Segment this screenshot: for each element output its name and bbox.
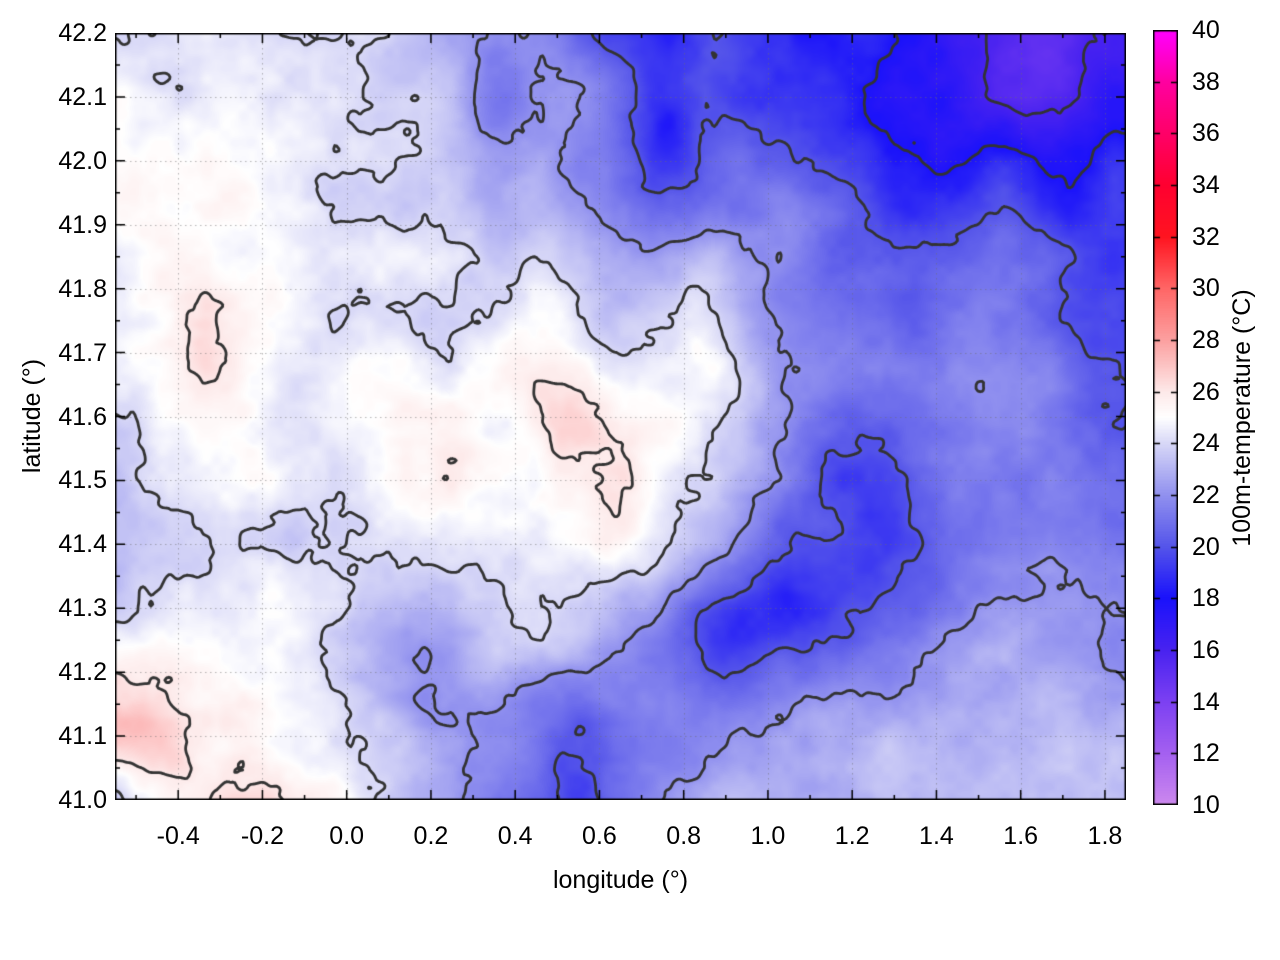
x-tick-label: 1.2 — [834, 822, 870, 850]
colorbar-title: 100m-temperature (°C) — [1228, 289, 1256, 547]
colorbar-tick-label: 22 — [1192, 481, 1220, 509]
x-tick-label: 1.4 — [919, 822, 954, 850]
x-tick-label: -0.4 — [156, 822, 200, 850]
y-tick-label: 41.0 — [58, 786, 107, 814]
colorbar-canvas — [1153, 30, 1178, 805]
y-tick-label: 42.0 — [58, 146, 107, 175]
y-tick-label: 42.2 — [58, 19, 107, 47]
y-axis-title: latitude (°) — [18, 358, 46, 474]
x-tick-label: 1.0 — [750, 822, 786, 850]
colorbar-tick-label: 14 — [1192, 687, 1220, 716]
colorbar-tick-label: 12 — [1192, 739, 1220, 768]
y-tick-label: 41.3 — [58, 594, 107, 623]
x-axis-title: longitude (°) — [552, 866, 689, 894]
y-tick-label: 41.7 — [58, 338, 107, 367]
x-tick-label: 0.4 — [497, 822, 533, 850]
y-tick-label: 41.9 — [58, 210, 107, 239]
colorbar-tick-label: 32 — [1192, 222, 1220, 251]
y-tick-label: 41.8 — [58, 274, 107, 303]
y-tick-label: 41.1 — [58, 722, 107, 751]
y-tick-label: 41.2 — [58, 658, 107, 687]
y-tick-label: 41.5 — [58, 466, 107, 495]
colorbar-tick-label: 16 — [1192, 636, 1220, 664]
temperature-map-canvas — [115, 33, 1126, 800]
colorbar-tick-label: 28 — [1192, 326, 1220, 354]
y-tick-label: 41.4 — [58, 530, 107, 559]
colorbar-tick-label: 10 — [1192, 791, 1220, 819]
colorbar-tick-label: 34 — [1192, 171, 1220, 199]
x-tick-label: 1.6 — [1003, 822, 1039, 850]
colorbar-tick-label: 18 — [1192, 584, 1220, 613]
colorbar-tick-label: 38 — [1192, 67, 1220, 96]
x-tick-label: -0.2 — [240, 822, 284, 850]
y-tick-label: 42.1 — [58, 82, 107, 111]
x-tick-label: 0.6 — [582, 822, 617, 850]
x-tick-label: 0.0 — [329, 822, 365, 850]
colorbar-tick-label: 26 — [1192, 377, 1220, 406]
x-tick-label: 0.8 — [666, 822, 702, 850]
colorbar-tick-label: 36 — [1192, 119, 1220, 148]
x-tick-label: 0.2 — [413, 822, 449, 850]
colorbar-tick-label: 40 — [1192, 16, 1220, 44]
colorbar-tick-label: 30 — [1192, 274, 1220, 303]
colorbar-tick-label: 20 — [1192, 532, 1220, 561]
y-tick-label: 41.6 — [58, 402, 107, 431]
colorbar-tick-label: 24 — [1192, 429, 1220, 458]
x-tick-label: 1.8 — [1087, 822, 1123, 850]
